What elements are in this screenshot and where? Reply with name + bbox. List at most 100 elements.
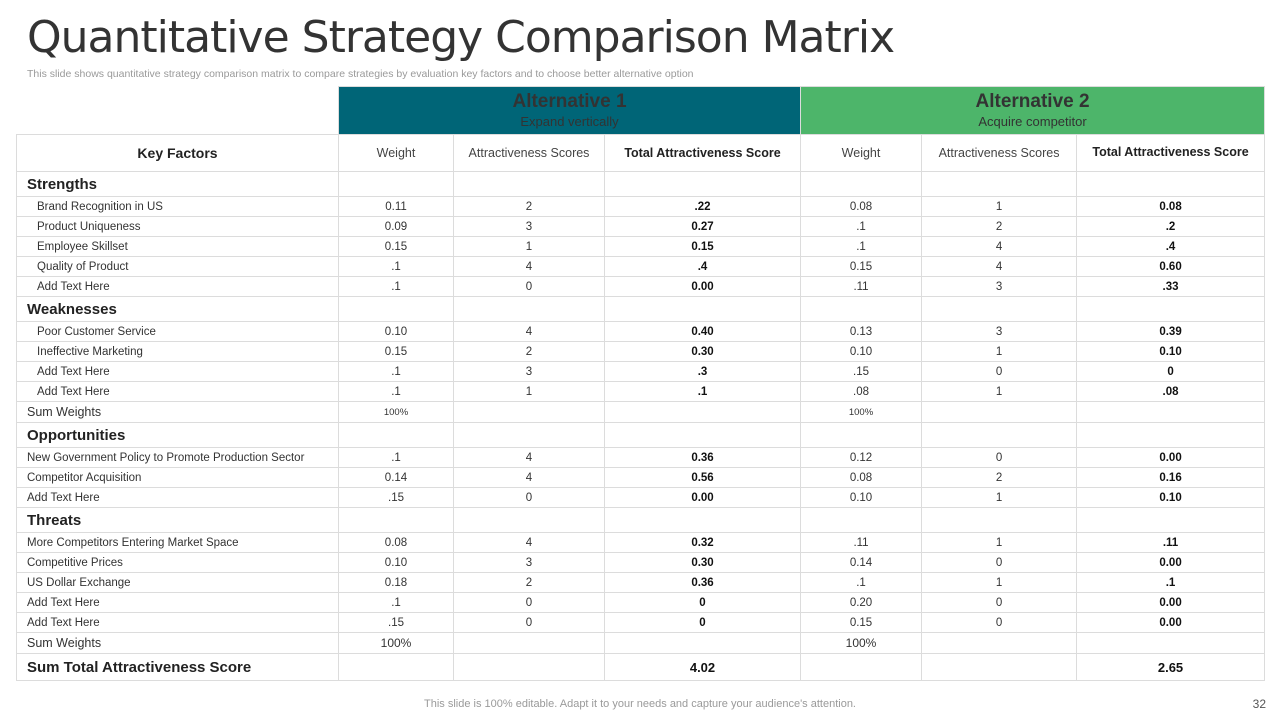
alt1-attractiveness: 4 [453,532,605,553]
alt1-attractiveness: 2 [453,196,605,217]
alt1-attractiveness: 0 [453,592,605,613]
slide-footer: This slide is 100% editable. Adapt it to… [424,698,856,710]
section-title: Threats [16,507,339,533]
alt2-weight: .1 [800,236,923,257]
alt1-weight: .1 [338,276,454,297]
section-header-row: Opportunities [16,422,1266,448]
empty-cell [800,507,923,533]
section-title: Opportunities [16,422,339,448]
alt2-total-score: 2.65 [1076,653,1266,681]
alt2-attractiveness-header: Attractiveness Scores [921,134,1078,172]
alt2-attractiveness: 0 [921,592,1078,613]
alt2-total: 0.39 [1076,321,1266,342]
table-row: Product Uniqueness 0.09 3 0.27.1 2.2 [16,216,1266,237]
factor-label: Product Uniqueness [16,216,339,237]
empty-cell [453,401,605,423]
empty-cell [603,401,802,423]
alt2-attractiveness: 1 [921,487,1078,508]
matrix-body: Key Factors Weight Attractiveness Scores… [16,134,1266,681]
empty-cell [800,422,923,448]
alt1-weight: .1 [338,447,454,468]
alt2-attractiveness: 4 [921,256,1078,277]
sum-weights-label: Sum Weights [16,632,339,654]
alt2-weight: 0.13 [800,321,923,342]
section-title: Strengths [16,171,339,197]
alt2-attractiveness: 3 [921,321,1078,342]
empty-cell [1076,296,1266,322]
alt1-weight: .1 [338,256,454,277]
empty-cell [800,296,923,322]
empty-cell [921,507,1078,533]
alt2-weight: .1 [800,572,923,593]
sum-weights-row: Sum Weights 100% 100% [16,401,1266,423]
factor-label: Add Text Here [16,612,339,633]
alt2-attractiveness: 0 [921,361,1078,382]
factor-label: Add Text Here [16,276,339,297]
alt1-sum-weight: 100% [338,632,454,654]
alt2-attractiveness: 2 [921,216,1078,237]
alt1-total: 0.27 [603,216,802,237]
empty-cell [453,632,605,654]
empty-cell [453,422,605,448]
alt1-weight: .1 [338,381,454,402]
alt1-attractiveness: 2 [453,341,605,362]
alt2-total: .1 [1076,572,1266,593]
alt2-total: 0.16 [1076,467,1266,488]
alt2-weight: 0.15 [800,612,923,633]
alt2-weight: .1 [800,216,923,237]
alt2-total: 0.00 [1076,592,1266,613]
alt2-weight: .15 [800,361,923,382]
alt1-weight: .1 [338,592,454,613]
table-row: Brand Recognition in US 0.11 2.22 0.08 1 0.08 [16,196,1266,217]
header-blank-cell [16,86,339,135]
table-row: Add Text Here .1 3.3.15 0 0 [16,361,1266,382]
alt1-weight: 0.10 [338,321,454,342]
table-row: US Dollar Exchange 0.18 2 0.36.1 1.1 [16,572,1266,593]
alt1-total: 0.30 [603,552,802,573]
factor-label: Brand Recognition in US [16,196,339,217]
empty-cell [921,653,1078,681]
alt1-weight: 0.15 [338,236,454,257]
alt1-total: 0.36 [603,572,802,593]
alt1-attractiveness: 3 [453,552,605,573]
alt2-attractiveness: 1 [921,341,1078,362]
alt2-weight: 0.20 [800,592,923,613]
empty-cell [453,653,605,681]
alt2-weight: 0.12 [800,447,923,468]
empty-cell [921,422,1078,448]
alt1-attractiveness: 4 [453,447,605,468]
section-header-row: Strengths [16,171,1266,197]
empty-cell [338,653,454,681]
alt2-total: .2 [1076,216,1266,237]
table-row: Add Text Here .15 0 0 0.15 0 0.00 [16,612,1266,633]
alt2-total: 0.00 [1076,447,1266,468]
alt1-total: 0.30 [603,341,802,362]
alt1-total: 0 [603,612,802,633]
table-row: Add Text Here .1 0 0.00.11 3.33 [16,276,1266,297]
table-row: More Competitors Entering Market Space 0.… [16,532,1266,553]
alt2-weight-header: Weight [800,134,923,172]
alt1-attractiveness-header: Attractiveness Scores [453,134,605,172]
alt1-attractiveness: 3 [453,361,605,382]
section-title: Weaknesses [16,296,339,322]
alt2-sum-weight: 100% [800,632,923,654]
alt2-weight: .08 [800,381,923,402]
factor-label: Poor Customer Service [16,321,339,342]
alt2-weight: 0.10 [800,487,923,508]
alt2-total: .11 [1076,532,1266,553]
factor-label: Competitor Acquisition [16,467,339,488]
total-score-row: Sum Total Attractiveness Score 4.02 2.65 [16,653,1266,681]
alt2-total: 0.60 [1076,256,1266,277]
alt1-weight: .1 [338,361,454,382]
empty-cell [1076,171,1266,197]
factor-label: Employee Skillset [16,236,339,257]
sum-weights-row: Sum Weights 100% 100% [16,632,1266,654]
sum-weights-label: Sum Weights [16,401,339,423]
total-score-label: Sum Total Attractiveness Score [16,653,339,681]
alt1-attractiveness: 1 [453,236,605,257]
alt1-total: 0.00 [603,487,802,508]
factor-label: Add Text Here [16,361,339,382]
empty-cell [603,632,802,654]
alt2-weight: 0.15 [800,256,923,277]
table-row: Ineffective Marketing 0.15 2 0.30 0.10 1 0.10 [16,341,1266,362]
